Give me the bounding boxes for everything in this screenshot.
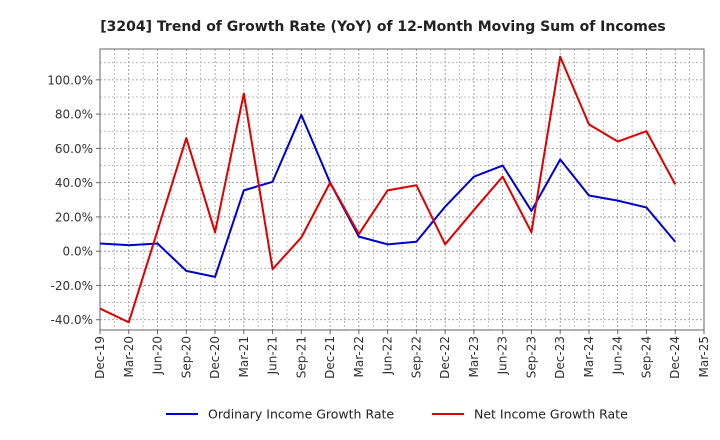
x-tick-label: Dec-21 — [323, 336, 337, 379]
series-line-ordinary-income — [99, 113, 677, 278]
x-tick-label: Jun-23 — [496, 336, 510, 375]
x-tick-label: Dec-24 — [668, 336, 682, 379]
plot-area — [99, 48, 705, 331]
chart-title: [3204] Trend of Growth Rate (YoY) of 12-… — [100, 19, 665, 35]
x-axis-ticks: Dec-19 Mar-20 Jun-20 Sep-20 Dec-20 Mar-21 Jun-… — [93, 330, 711, 379]
x-tick-label: Dec-19 — [93, 336, 107, 379]
grid — [99, 49, 705, 330]
y-tick-label: 0.0% — [63, 245, 94, 259]
y-tick-label: 20.0% — [55, 210, 93, 224]
x-tick-label: Mar-20 — [122, 336, 136, 377]
x-tick-label: Jun-20 — [151, 336, 165, 375]
series-line-net-income — [99, 55, 677, 324]
series-lines — [99, 55, 677, 324]
x-tick-label: Mar-22 — [352, 336, 366, 377]
x-tick-label: Dec-22 — [438, 336, 452, 379]
x-tick-label: Sep-23 — [524, 336, 538, 378]
x-tick-label: Mar-25 — [697, 336, 711, 377]
y-axis-ticks: -40.0% -20.0% 0.0% 20.0% 40.0% 60.0% 80.0% 100.… — [47, 73, 100, 327]
x-tick-label: Dec-23 — [553, 336, 567, 379]
y-tick-label: -40.0% — [51, 313, 93, 327]
legend-label-net-income: Net Income Growth Rate — [474, 407, 628, 422]
y-tick-label: -20.0% — [51, 279, 93, 293]
legend: Ordinary Income Growth Rate Net Income G… — [166, 407, 628, 422]
x-tick-label: Sep-24 — [639, 336, 653, 378]
y-tick-label: 40.0% — [55, 176, 93, 190]
x-tick-label: Mar-21 — [237, 336, 251, 377]
x-tick-label: Dec-20 — [208, 336, 222, 379]
x-tick-label: Sep-22 — [409, 336, 423, 378]
x-tick-label: Jun-21 — [266, 336, 280, 375]
legend-label-ordinary-income: Ordinary Income Growth Rate — [208, 407, 394, 422]
y-tick-label: 100.0% — [47, 73, 93, 87]
y-tick-label: 60.0% — [55, 142, 93, 156]
y-tick-label: 80.0% — [55, 108, 93, 122]
x-tick-label: Sep-21 — [294, 336, 308, 378]
x-tick-label: Jun-24 — [611, 336, 625, 375]
x-tick-label: Jun-22 — [381, 336, 395, 375]
x-tick-label: Mar-24 — [582, 336, 596, 377]
x-tick-label: Mar-23 — [467, 336, 481, 377]
x-tick-label: Sep-20 — [179, 336, 193, 378]
